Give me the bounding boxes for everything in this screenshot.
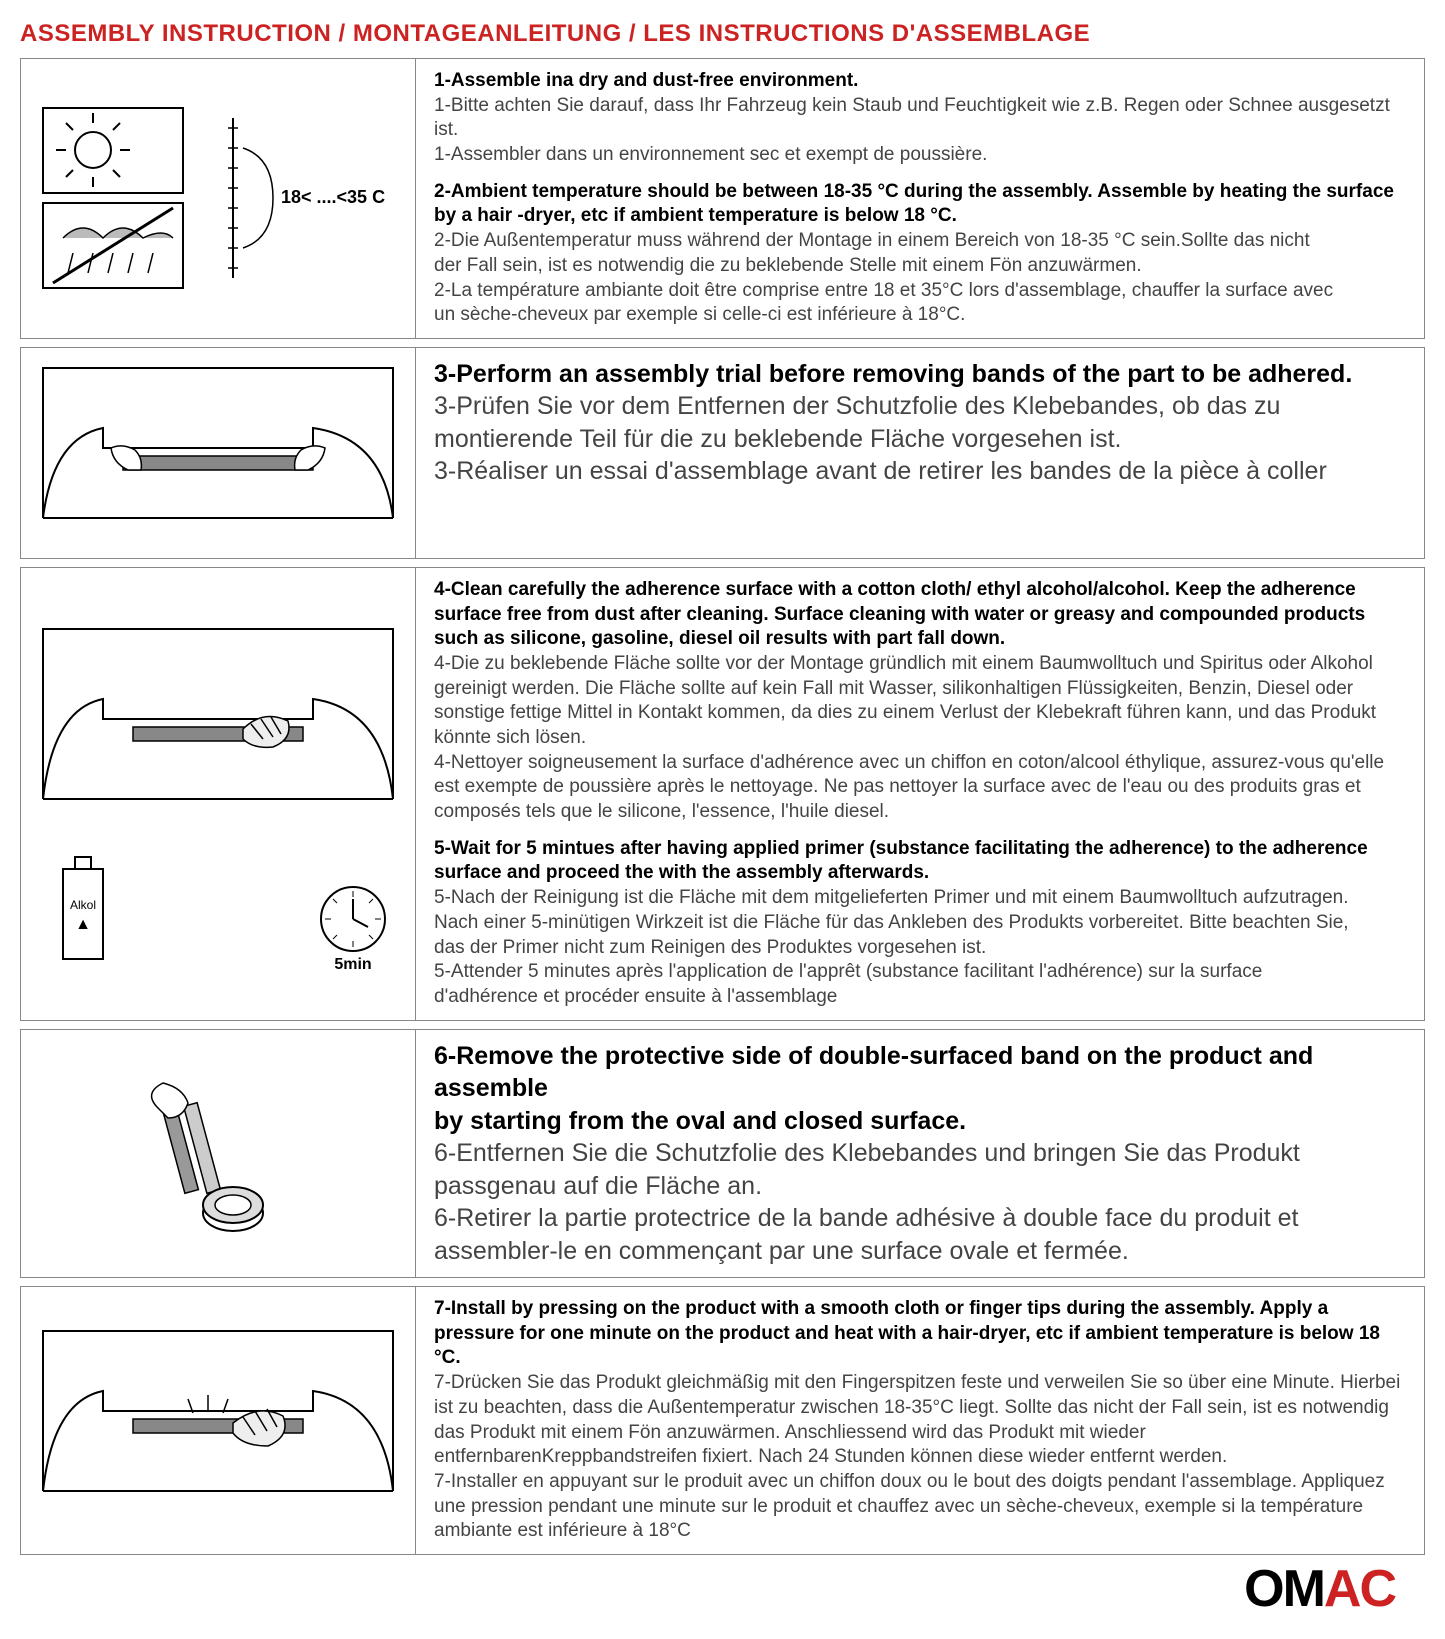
main-title: ASSEMBLY INSTRUCTION / MONTAGEANLEITUNG … — [20, 20, 1425, 48]
instruction-row: Alkol ▲ 5min 4-Clean carefully the adher… — [20, 567, 1425, 1021]
step-heading: 1-Assemble ina dry and dust-free environ… — [434, 69, 1406, 94]
instruction-row: 3-Perform an assembly trial before remov… — [20, 347, 1425, 559]
step-line: der Fall sein, ist es notwendig die zu b… — [434, 254, 1406, 279]
svg-text:Alkol: Alkol — [70, 898, 96, 912]
step-heading: 6-Remove the protective side of double-s… — [434, 1040, 1406, 1138]
step-line: 5-Attender 5 minutes après l'application… — [434, 960, 1406, 985]
logo-part2: AC — [1324, 1560, 1395, 1618]
svg-text:▲: ▲ — [75, 916, 91, 933]
step-text: 4-Clean carefully the adherence surface … — [416, 568, 1424, 1020]
step-line: 6-Entfernen Sie die Schutzfolie des Kleb… — [434, 1137, 1406, 1202]
step-line: das der Primer nicht zum Reinigen des Pr… — [434, 936, 1406, 961]
step-line: 3-Prüfen Sie vor dem Entfernen der Schut… — [434, 390, 1406, 423]
step-line: 4-Nettoyer soigneusement la surface d'ad… — [434, 751, 1406, 825]
step-line: 7-Drücken Sie das Produkt gleichmäßig mi… — [434, 1371, 1406, 1470]
step-line: une pression pendant une minute sur le p… — [434, 1495, 1406, 1520]
trial-fit-icon — [21, 348, 416, 558]
step-heading: 3-Perform an assembly trial before remov… — [434, 358, 1406, 391]
brand-logo: OMAC — [20, 1559, 1425, 1619]
instruction-row: 7-Install by pressing on the product wit… — [20, 1286, 1425, 1555]
step-text: 1-Assemble ina dry and dust-free environ… — [416, 59, 1424, 338]
step-heading: 4-Clean carefully the adherence surface … — [434, 578, 1406, 652]
instruction-row: 18< ....<35 C 1-Assemble ina dry and dus… — [20, 58, 1425, 339]
step-line: 7-Installer en appuyant sur le produit a… — [434, 1470, 1406, 1495]
press-install-icon — [21, 1287, 416, 1554]
temperature-icon: 18< ....<35 C — [21, 59, 416, 338]
logo-part1: OM — [1244, 1560, 1324, 1618]
step-heading: 5-Wait for 5 mintues after having applie… — [434, 837, 1406, 886]
step-line: un sèche-cheveux par exemple si celle-ci… — [434, 303, 1406, 328]
remove-band-icon — [21, 1030, 416, 1278]
step-line: Nach einer 5-minütigen Wirkzeit ist die … — [434, 911, 1406, 936]
step-text: 3-Perform an assembly trial before remov… — [416, 348, 1424, 558]
step-line: 6-Retirer la partie protectrice de la ba… — [434, 1202, 1406, 1267]
step-line: montierende Teil für die zu beklebende F… — [434, 423, 1406, 456]
step-line: 2-La température ambiante doit être comp… — [434, 279, 1406, 304]
step-line: 5-Nach der Reinigung ist die Fläche mit … — [434, 886, 1406, 911]
step-line: d'adhérence et procéder ensuite à l'asse… — [434, 985, 1406, 1010]
svg-text:18< ....<35 C: 18< ....<35 C — [281, 187, 385, 207]
svg-text:5min: 5min — [334, 956, 371, 973]
step-text: 7-Install by pressing on the product wit… — [416, 1287, 1424, 1554]
step-line: ambiante est inférieure à 18°C — [434, 1519, 1406, 1544]
step-heading: 2-Ambient temperature should be between … — [434, 180, 1406, 229]
step-line: 3-Réaliser un essai d'assemblage avant d… — [434, 455, 1406, 488]
clean-surface-icon: Alkol ▲ 5min — [21, 568, 416, 1020]
step-line: 2-Die Außentemperatur muss während der M… — [434, 229, 1406, 254]
instruction-row: 6-Remove the protective side of double-s… — [20, 1029, 1425, 1279]
step-line: 1-Assembler dans un environnement sec et… — [434, 143, 1406, 168]
step-heading: 7-Install by pressing on the product wit… — [434, 1297, 1406, 1371]
step-line: 1-Bitte achten Sie darauf, dass Ihr Fahr… — [434, 94, 1406, 143]
step-text: 6-Remove the protective side of double-s… — [416, 1030, 1424, 1278]
step-line: 4-Die zu beklebende Fläche sollte vor de… — [434, 652, 1406, 751]
